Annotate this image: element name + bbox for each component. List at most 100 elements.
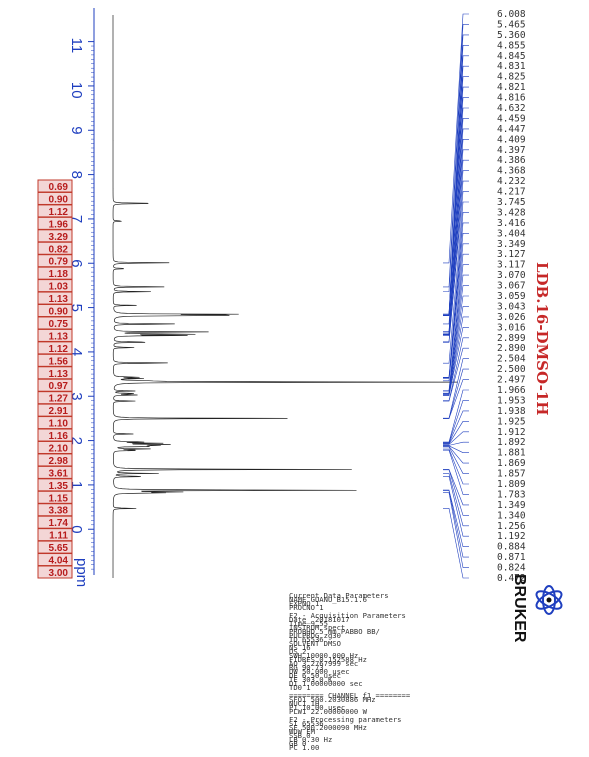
parameter-line: PROBHD 5 mm PABBO BB/ [289,627,380,636]
peak-label: 1.892 [497,437,526,448]
integral-text: 3.00 [49,568,69,579]
peak-connector [443,448,469,485]
parameter-line: WDW EM [289,727,316,736]
peak-connector [443,410,469,444]
parameter-line: DS 2 [289,647,306,656]
integral-text: 1.13 [49,294,69,305]
peak-connector [443,34,469,292]
peak-connector [443,337,469,402]
integral-text: 1.13 [49,369,69,380]
peak-connector [443,285,469,394]
parameter-line: AQ 3.2767999 sec [289,659,358,668]
peak-label: 6.008 [497,9,526,20]
peak-connector [443,222,469,379]
peak-connector [443,180,469,342]
integral-text: 0.75 [49,319,69,330]
peak-label: 3.026 [497,312,526,323]
spectrum-title: LDB.16-DMSO-1H [533,262,551,415]
peak-label: 1.953 [497,395,526,406]
parameter-line: PLW1 22.00000000 W [289,707,368,716]
peak-connector [443,233,469,379]
peak-connector [443,476,469,537]
peak-connector [443,347,469,402]
parameter-line: SWH 10000.000 Hz [289,651,358,660]
parameter-line: Time 9.55 [289,619,328,628]
peak-connector [443,170,469,336]
peak-label: 1.912 [497,427,526,438]
peak-label: 4.632 [497,103,526,114]
integral-text: 4.04 [49,556,69,567]
integral-text: 1.27 [49,394,69,405]
peak-connector [443,508,469,579]
parameter-line: INSTRUM spect [289,623,345,632]
peak-label: 1.809 [497,479,526,490]
peak-label: 0.871 [497,552,526,563]
peak-label: 1.783 [497,489,526,500]
peak-connector [443,24,469,288]
parameter-line: RG 90.73 [289,663,324,672]
integral-text: 0.90 [49,307,69,318]
parameter-line: NAME GUANU_B15.1.6 [289,595,367,604]
parameter-line: SF 500.2000090 MHz [289,723,367,732]
integral-text: 0.90 [49,194,69,205]
peak-label: 1.869 [497,458,526,469]
peak-label: 4.825 [497,72,526,83]
parameter-line: P1 10.00 usec [289,703,345,712]
peak-connector [443,431,469,445]
peak-connector [443,441,469,446]
tick-label: 9 [68,126,85,134]
parameter-line: SOLVENT DMSO [289,639,341,648]
peak-label: 4.386 [497,155,526,166]
parameter-line: D1 1.00000000 sec [289,679,363,688]
peak-label: 2.899 [497,333,526,344]
tick-label: 10 [68,82,85,99]
parameter-line: FIDRES 0.152588 Hz [289,655,367,664]
peak-label: 1.925 [497,416,526,427]
parameter-line: SFO1 500.2030886 MHz [289,695,376,704]
peak-connector [443,264,469,392]
peak-label: 4.821 [497,82,526,93]
peak-connector [443,201,469,364]
parameter-line: LB 0.30 Hz [289,735,332,744]
parameter-line: Date_ 20181017 [289,615,350,624]
peak-connector [443,65,469,316]
parameter-line: NUC1 1H [289,699,319,708]
peak-connector [443,446,469,474]
peak-label: 4.459 [497,113,526,124]
integral-text: 2.91 [49,406,69,417]
integral-text: 1.96 [49,219,69,230]
tick-label: 3 [68,392,85,400]
peak-connector [443,445,469,453]
integral-text: 1.03 [49,282,69,293]
tick-label: 4 [68,348,85,356]
peak-connector [443,358,469,419]
integral-text: 2.98 [49,456,69,467]
peak-label: 3.117 [497,260,526,271]
peak-connector [443,191,469,343]
integral-text: 0.97 [49,381,69,392]
peak-connector [443,107,469,325]
peak-connector [443,490,469,558]
peak-label: 3.416 [497,218,526,229]
peak-label: 1.340 [497,510,526,521]
peak-connector [443,421,469,445]
parameter-line: NS 16 [289,643,311,652]
peak-connector [443,327,469,396]
parameter-line: TD0 1 [289,683,311,692]
parameter-line: F2 - Acquisition Parameters [289,611,406,620]
peak-label: 3.349 [497,239,526,250]
spectrum-trace [112,15,458,578]
integral-text: 3.61 [49,468,69,479]
integral-text: 5.65 [49,543,69,554]
peak-label: 1.857 [497,469,526,480]
parameter-line: PULPROG zg30 [289,631,341,640]
peak-connector [443,469,469,506]
tick-label: 1 [68,481,85,489]
integral-text: 1.11 [49,531,68,542]
integral-text: 1.16 [49,431,69,442]
peak-label: 4.447 [497,124,526,135]
peak-connector [443,379,469,419]
peak-connector [443,489,469,547]
peak-connector [443,492,469,568]
